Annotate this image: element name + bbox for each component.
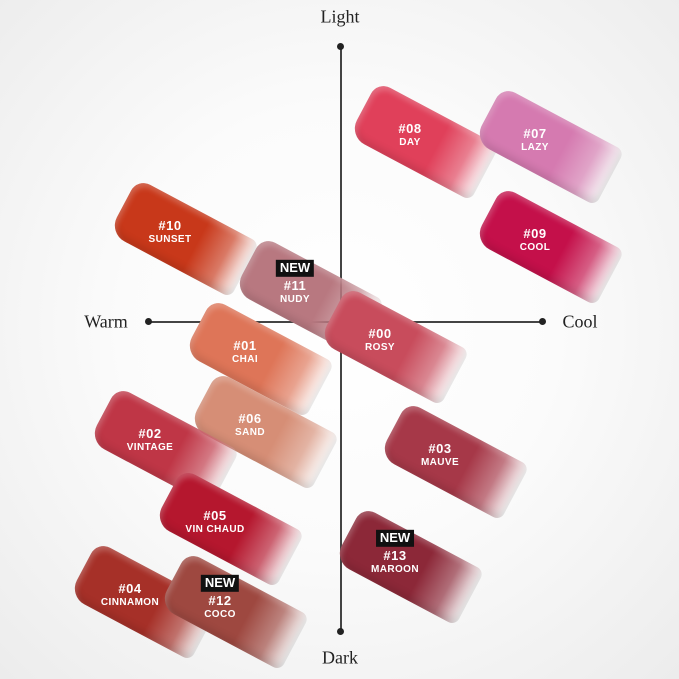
shade-name: VIN CHAUD <box>185 523 245 535</box>
swatch-label: #06 SAND <box>235 410 265 438</box>
swatch-label: #00 ROSY <box>365 325 395 353</box>
shade-code: #02 <box>138 425 162 441</box>
swatch-label: #09 COOL <box>519 225 551 253</box>
shade-code: #04 <box>118 580 142 596</box>
axis-dot-left <box>145 318 152 325</box>
shade-name: MAROON <box>371 563 419 575</box>
lipstick-swatch-lazy <box>473 86 625 206</box>
new-badge: NEW <box>275 259 315 277</box>
swatch-label: #07 LAZY <box>521 125 549 153</box>
shade-code: #01 <box>233 337 257 353</box>
shade-name: NUDY <box>280 293 310 305</box>
axis-dot-bottom <box>337 628 344 635</box>
shade-name: DAY <box>399 136 421 148</box>
new-badge: NEW <box>200 574 240 592</box>
shade-code: #05 <box>203 507 227 523</box>
shade-name: COOL <box>519 241 551 253</box>
shade-name: CHAI <box>231 353 259 365</box>
shade-name: COCO <box>204 608 236 620</box>
axis-label-warm: Warm <box>84 311 128 332</box>
swatch-label: NEW #11 NUDY <box>275 259 315 305</box>
shade-name: SAND <box>235 426 265 438</box>
shade-code: #11 <box>283 277 307 293</box>
shade-code: #10 <box>158 217 182 233</box>
shade-code: #09 <box>523 225 547 241</box>
axis-dot-top <box>337 43 344 50</box>
swatch-label: #02 VINTAGE <box>126 425 174 453</box>
shade-name: LAZY <box>521 141 549 153</box>
swatch-label: #05 VIN CHAUD <box>185 507 245 535</box>
shade-code: #13 <box>383 547 407 563</box>
axis-dot-right <box>539 318 546 325</box>
shade-code: #12 <box>208 592 232 608</box>
shade-code: #08 <box>398 120 422 136</box>
swatch-label: #03 MAUVE <box>420 440 460 468</box>
shade-name: SUNSET <box>148 233 192 245</box>
shade-code: #07 <box>523 125 547 141</box>
shade-name: ROSY <box>365 341 395 353</box>
new-badge: NEW <box>375 529 415 547</box>
shade-code: #00 <box>368 325 392 341</box>
axis-label-cool: Cool <box>562 311 598 332</box>
swatch-label: #08 DAY <box>398 120 422 148</box>
swatch-label: #01 CHAI <box>231 337 259 365</box>
lipstick-swatch-day <box>348 81 500 201</box>
axis-label-dark: Dark <box>322 647 358 668</box>
shade-code: #03 <box>428 440 452 456</box>
swatch-label: NEW #12 COCO <box>200 574 240 620</box>
swatch-label: NEW #13 MAROON <box>371 529 419 575</box>
shade-code: #06 <box>238 410 262 426</box>
axis-label-light: Light <box>320 6 360 27</box>
shade-name: VINTAGE <box>126 441 174 453</box>
shade-name: CINNAMON <box>100 596 160 608</box>
shade-name: MAUVE <box>420 456 460 468</box>
swatch-label: #10 SUNSET <box>148 217 192 245</box>
swatch-label: #04 CINNAMON <box>100 580 160 608</box>
